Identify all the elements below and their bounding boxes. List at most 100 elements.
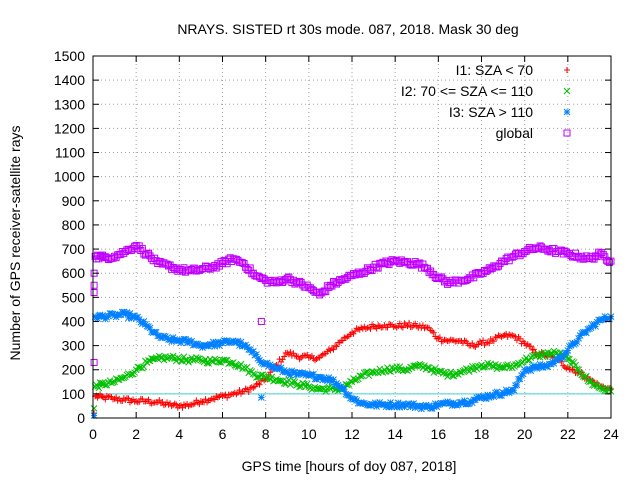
x-tick-label: 20 [517,426,533,442]
data-point [118,374,126,382]
x-tick-label: 6 [219,426,227,442]
x-tick-label: 18 [474,426,490,442]
grid [93,56,611,418]
data-point [387,368,394,376]
data-point [562,349,570,357]
data-point [517,335,524,342]
data-point [399,324,406,331]
x-tick-label: 12 [344,426,360,442]
x-axis-label: GPS time [hours of doy 087, 2018] [242,458,457,474]
data-point [303,380,311,388]
x-tick-label: 10 [301,426,317,442]
data-point [196,355,203,362]
data-point [191,400,198,407]
data-point [333,343,340,350]
data-point [153,399,160,406]
data-point [282,349,289,356]
y-tick-label: 400 [62,313,86,329]
data-point [296,383,303,391]
x-tick-label: 24 [603,426,619,442]
data-point [250,384,257,391]
legend-label: I2: 70 <= SZA <= 110 [401,83,533,99]
data-point [95,384,103,392]
data-point [113,394,120,401]
data-point [573,338,581,346]
axis-ticks [92,55,612,419]
data-point [466,342,473,349]
data-point [239,388,246,395]
data-point [572,249,580,257]
data-point [442,370,450,377]
data-point [203,359,211,367]
data-point [561,247,569,255]
data-point [245,388,252,395]
data-point [393,363,401,370]
legend: I1: SZA < 70 I2: 70 <= SZA <= 110 I3: SZA … [401,62,571,141]
x-tick-label: 16 [431,426,447,442]
data-point [520,338,527,345]
series-global [91,241,615,299]
data-point [173,401,180,408]
data-point [142,321,149,328]
data-point [475,341,482,348]
legend-marker [563,87,571,95]
data-point [145,357,152,364]
data-point [421,362,428,370]
data-point [436,334,443,341]
data-point [207,397,214,404]
x-tick-label: 8 [262,426,270,442]
data-point [142,398,149,405]
data-point [513,381,521,389]
outlier-point [90,358,98,366]
data-point [287,348,294,355]
y-tick-label: 1400 [54,72,85,88]
data-point [420,263,428,271]
data-point [356,372,364,380]
data-point [182,356,189,364]
legend-label: I3: SZA > 110 [449,104,533,120]
data-point [125,395,132,402]
data-point [563,365,570,372]
outlier-point [90,281,98,289]
data-point [465,368,473,376]
data-point [185,358,192,366]
y-tick-label: 1300 [54,96,85,112]
y-tick-label: 900 [62,193,86,209]
data-point [476,338,483,345]
data-point [315,354,322,361]
x-tick-label: 2 [132,426,140,442]
data-point [493,365,501,373]
data-point [390,323,397,330]
legend-label: I1: SZA < 70 [456,62,534,78]
data-point [202,396,209,403]
data-point [447,368,455,376]
data-point [444,338,451,345]
data-point [513,337,520,344]
data-point [373,325,380,332]
y-axis-label: Number of GPS receiver-satellite rays [7,126,23,361]
data-point [304,351,311,358]
y-tick-label: 0 [77,410,85,426]
data-point [498,333,505,340]
series-I1: SZA < 70 [92,319,614,411]
data-point [455,371,462,378]
data-point [404,323,411,330]
data-point [97,379,105,387]
y-tick-label: 1500 [54,48,85,64]
legend-label: global [496,125,533,141]
data-point [369,321,376,328]
data-point [236,387,243,394]
legend-marker [563,129,571,137]
data-point [96,252,104,260]
data-point [527,343,534,350]
data-point [140,363,148,371]
legend-marker [564,67,570,73]
y-tick-label: 1100 [55,145,85,161]
data-point [396,363,404,370]
y-tick-label: 600 [62,265,86,281]
data-point [486,340,493,347]
outlier-point [90,404,98,412]
data-point [215,262,223,270]
x-tick-label: 4 [175,426,183,442]
data-point [323,282,331,290]
